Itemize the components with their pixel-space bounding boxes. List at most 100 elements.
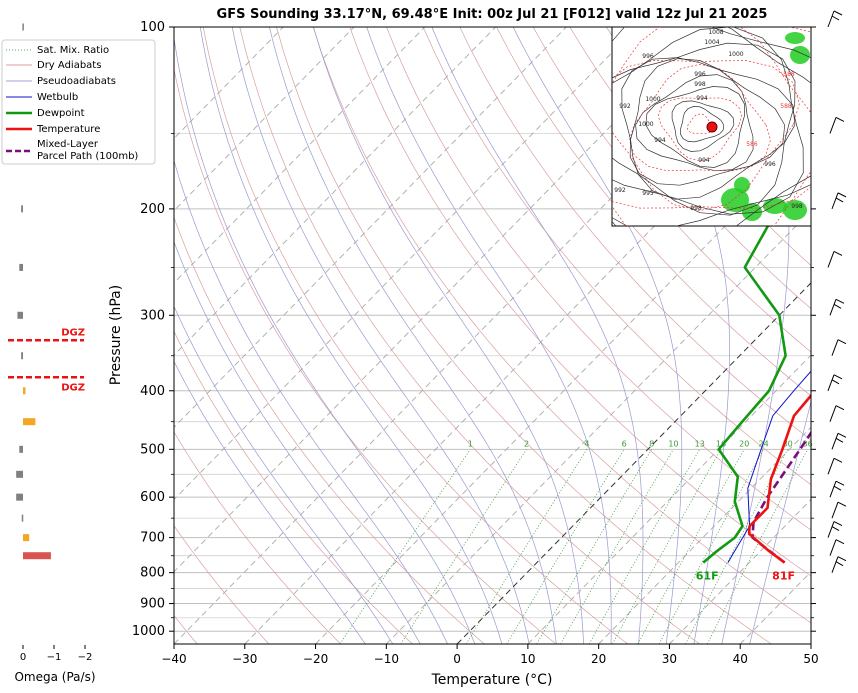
inset-precip [790,46,810,64]
mixing-ratio-label: 1 [468,439,473,448]
x-tick-label: 30 [662,652,677,666]
inset-contour-label: 1008 [708,29,723,36]
location-marker [707,122,717,132]
wind-barb-flag [834,486,841,490]
inset-contour-label: 998 [694,81,706,88]
wind-barb-staff [832,557,838,573]
wind-barb-staff [830,299,836,315]
omega-bar [19,264,23,271]
wind-barb [830,406,844,422]
omega-bar [22,24,24,31]
legend-label-mixratio: Sat. Mix. Ratio [37,45,109,56]
legend-label-dewpoint: Dewpoint [37,108,85,119]
omega-bar [16,471,23,478]
wind-barb-flag [832,527,839,531]
wind-barb-flag [836,562,843,566]
pseudoadiabat [232,27,529,644]
wind-barb-flag [834,458,842,462]
wind-barb [830,481,844,497]
legend: Sat. Mix. Ratio Dry Adiabats Pseudoadiab… [2,40,155,164]
inset-contour-label: 998 [690,205,702,212]
omega-bar [22,515,24,522]
omega-tick-label: −1 [47,652,62,663]
wind-barb [828,375,842,391]
y-tick-label: 500 [140,442,165,457]
wind-barb [832,193,846,209]
wind-barb [832,557,846,573]
wind-barb-staff [830,540,836,556]
inset-precip [734,177,750,193]
wind-barb [832,433,846,449]
x-tick-label: −10 [374,652,399,666]
wind-barb-flag [834,522,842,526]
wind-barb-flag [838,502,846,506]
omega-bar [23,387,25,394]
mixing-ratio-label: 10 [668,439,678,448]
inset-contour-label: 586 [746,141,758,148]
wind-barb [828,11,842,27]
dgz-label: DGZ [61,327,85,338]
mixing-ratio-label: 6 [622,439,627,448]
inset-contour-label: 994 [698,157,710,164]
inset-contour-label: 1000 [728,51,743,58]
wind-barb-staff [830,117,836,133]
wind-barbs [828,11,846,573]
y-tick-label: 400 [140,384,165,399]
legend-label-dry: Dry Adiabats [37,60,101,71]
wind-barb-staff [828,375,834,391]
x-tick-label: −20 [303,652,328,666]
wind-barb-staff [832,340,838,356]
wind-barb [828,251,842,267]
x-tick-label: −30 [232,652,257,666]
inset-contour-label: 996 [642,53,654,60]
legend-label-temperature: Temperature [36,124,100,135]
wind-barb-staff [828,458,834,474]
pseudoadiabat [367,27,612,644]
omega-bar [21,352,23,359]
wind-barb [830,540,844,556]
inset-contour-label: 992 [614,187,626,194]
x-tick-label: 40 [733,652,748,666]
omega-bar [21,205,23,212]
y-axis-label: Pressure (hPa) [108,285,124,385]
wind-barb-staff [832,433,838,449]
omega-axis-label: Omega (Pa/s) [14,670,95,684]
mixing-ratio-line [401,449,527,644]
wind-barb-staff [832,193,838,209]
inset-contour-label: 588 [783,71,795,78]
wind-barb [832,502,846,518]
y-tick-label: 600 [140,490,165,505]
wind-barb-flag [838,557,846,561]
surface-temperature-label: 81F [772,570,795,583]
mixing-ratio-label: 2 [524,439,529,448]
wind-barb-flag [838,340,846,344]
wind-barb-flag [832,16,839,20]
legend-label-wetbulb: Wetbulb [37,92,78,103]
inset-contour-label: 992 [619,103,631,110]
wind-barb [832,340,846,356]
mixing-ratio-label: 4 [584,439,589,448]
dry-adiabat [130,27,484,644]
y-tick-label: 800 [140,566,165,581]
y-tick-label: 900 [140,597,165,612]
wind-barb-flag [834,304,841,308]
wind-barb-flag [836,198,843,202]
mixing-ratio-line [340,449,470,644]
inset-contour-label: 996 [764,161,776,168]
y-tick-label: 1000 [132,624,165,639]
mixing-ratio-line [507,449,624,644]
x-tick-label: −40 [161,652,186,666]
wind-barb-staff [830,481,836,497]
wind-barb [828,522,842,538]
mixing-ratio-label: 13 [695,439,705,448]
wind-barb-flag [832,380,839,384]
legend-label-parcel-2: Parcel Path (100mb) [37,151,138,162]
inset-contour-label: 995 [642,190,654,197]
pseudoadiabat [200,27,502,644]
wind-barb-flag [836,438,843,442]
wind-barb-flag [834,251,842,255]
wind-barb-flag [836,117,844,121]
